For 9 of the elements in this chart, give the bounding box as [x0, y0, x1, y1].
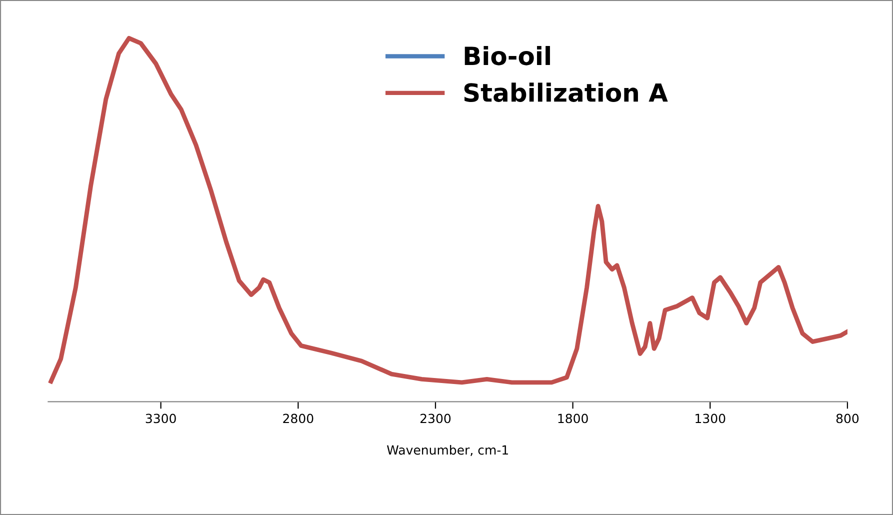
x-tick-label: 1300 [696, 414, 726, 424]
legend-label: Bio-oil [464, 46, 550, 66]
x-tick-label: 3300 [146, 414, 176, 424]
legend-label: Stabilization A [464, 82, 668, 102]
x-tick-label: 2300 [420, 414, 451, 424]
x-axis-title: Wavenumber, cm-1 [386, 445, 508, 456]
x-tick-label: 1800 [558, 414, 588, 424]
x-tick-label: 800 [836, 414, 859, 424]
x-tick-label: 2800 [283, 414, 314, 424]
